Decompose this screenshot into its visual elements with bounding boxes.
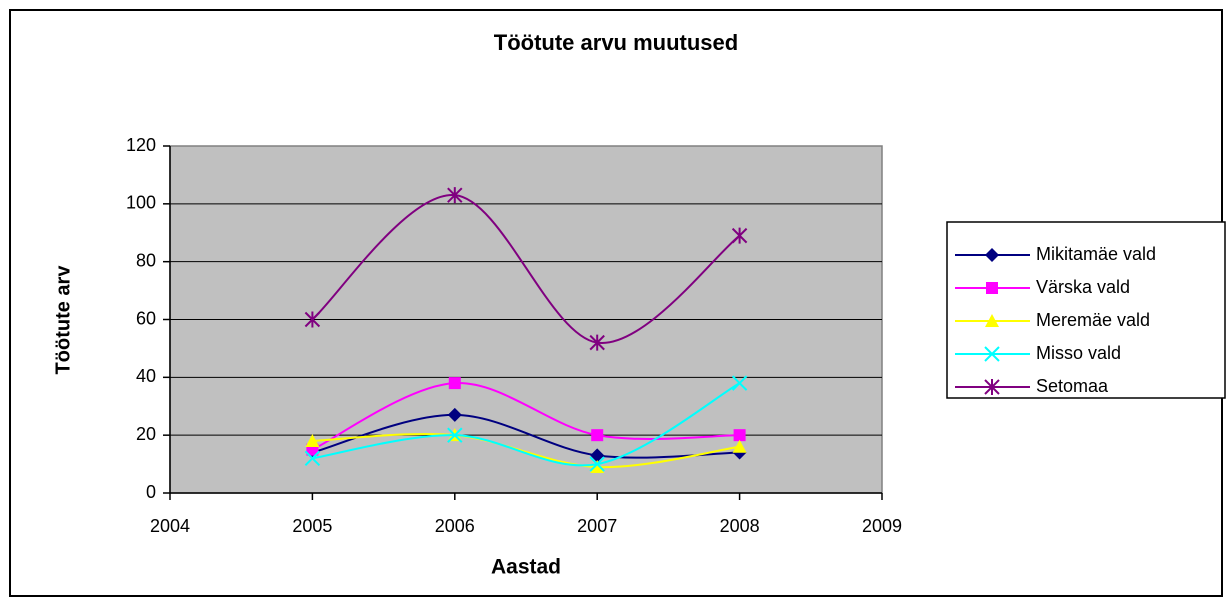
- marker: [591, 429, 604, 442]
- marker: [447, 427, 463, 443]
- x-tick-label: 2009: [862, 516, 902, 536]
- legend-label: Mikitamäe vald: [1036, 244, 1156, 264]
- marker: [304, 311, 321, 328]
- series-line: [312, 382, 741, 467]
- legend-label: Värska vald: [1036, 277, 1130, 297]
- marker: [447, 407, 462, 422]
- marker: [984, 346, 1000, 362]
- marker: [985, 248, 999, 262]
- marker: [589, 456, 605, 472]
- marker: [984, 379, 1000, 395]
- y-tick-label: 60: [136, 308, 156, 328]
- y-tick-label: 20: [136, 424, 156, 444]
- legend-label: Meremäe vald: [1036, 310, 1150, 330]
- series-line: [312, 433, 740, 469]
- x-tick-label: 2005: [292, 516, 332, 536]
- marker: [733, 429, 746, 442]
- legend-label: Setomaa: [1036, 376, 1109, 396]
- marker: [986, 282, 998, 294]
- marker: [731, 375, 748, 391]
- marker: [985, 314, 999, 327]
- x-tick-label: 2006: [435, 516, 475, 536]
- marker: [305, 433, 320, 447]
- marker: [731, 227, 748, 244]
- marker: [732, 439, 747, 453]
- x-tick-label: 2004: [150, 516, 190, 536]
- x-axis-label: Aastad: [491, 556, 561, 579]
- legend-label: Misso vald: [1036, 343, 1121, 363]
- y-tick-label: 120: [126, 135, 156, 155]
- y-tick-label: 80: [136, 250, 156, 270]
- series-line: [311, 382, 740, 451]
- series-line: [311, 194, 741, 344]
- y-tick-label: 0: [146, 482, 156, 502]
- y-tick-label: 40: [136, 366, 156, 386]
- marker: [590, 459, 605, 473]
- x-tick-label: 2008: [720, 516, 760, 536]
- y-tick-label: 100: [126, 193, 156, 213]
- marker: [448, 377, 461, 390]
- series-line: [312, 413, 740, 459]
- marker: [589, 334, 605, 351]
- marker: [590, 448, 605, 463]
- chart-title: Töötute arvu muutused: [494, 30, 738, 55]
- y-axis-label: Töötute arv: [52, 265, 74, 375]
- x-tick-label: 2007: [577, 516, 617, 536]
- marker: [304, 450, 321, 467]
- marker: [447, 187, 463, 204]
